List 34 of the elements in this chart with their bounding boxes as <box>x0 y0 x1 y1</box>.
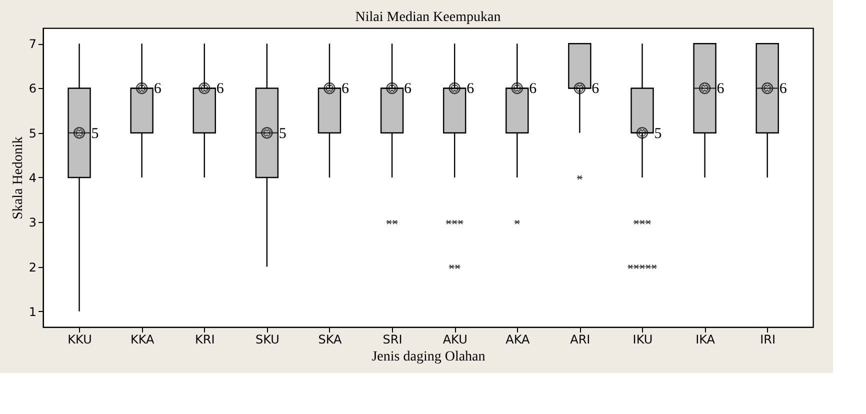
x-tick-label: IRI <box>760 332 776 346</box>
x-tick-label: AKU <box>442 332 468 346</box>
annotation: 6 <box>716 81 725 98</box>
chart-title: Nilai Median Keempukan <box>355 10 501 25</box>
x-tick-label: SKA <box>318 332 343 346</box>
y-tick-label: 6 <box>28 82 36 96</box>
annotation: 6 <box>466 81 475 98</box>
x-axis-title: Jenis daging Olahan <box>372 350 486 364</box>
x-tick-label: ARI <box>570 332 590 346</box>
annotation: 6 <box>341 81 350 98</box>
annotation: 5 <box>654 126 662 142</box>
annotation: 6 <box>216 81 224 98</box>
annotation: 6 <box>779 81 788 98</box>
annotation: 6 <box>529 81 538 98</box>
annotation: 5 <box>278 126 286 142</box>
x-tick-label: KKA <box>130 332 155 346</box>
y-tick-label: 2 <box>28 260 36 274</box>
y-tick-label: 7 <box>28 37 36 52</box>
annotation: 6 <box>592 81 600 98</box>
y-axis-title: Skala Hedonik <box>10 136 26 220</box>
x-tick-label: SRI <box>382 332 402 346</box>
annotation: 6 <box>154 81 162 98</box>
x-tick-label: KKU <box>68 332 92 346</box>
y-tick-label: 5 <box>28 126 36 140</box>
y-tick-label: 4 <box>28 171 36 185</box>
y-tick-label: 1 <box>28 304 36 319</box>
annotation: 5 <box>91 126 99 142</box>
x-tick-label: KRI <box>195 332 215 346</box>
x-tick-label: SKU <box>255 332 280 346</box>
annotation: 6 <box>404 81 412 98</box>
y-tick-label: 3 <box>28 216 36 230</box>
x-tick-label: IKU <box>632 332 653 346</box>
x-tick-label: IKA <box>696 332 716 346</box>
x-tick-label: AKA <box>506 332 530 346</box>
